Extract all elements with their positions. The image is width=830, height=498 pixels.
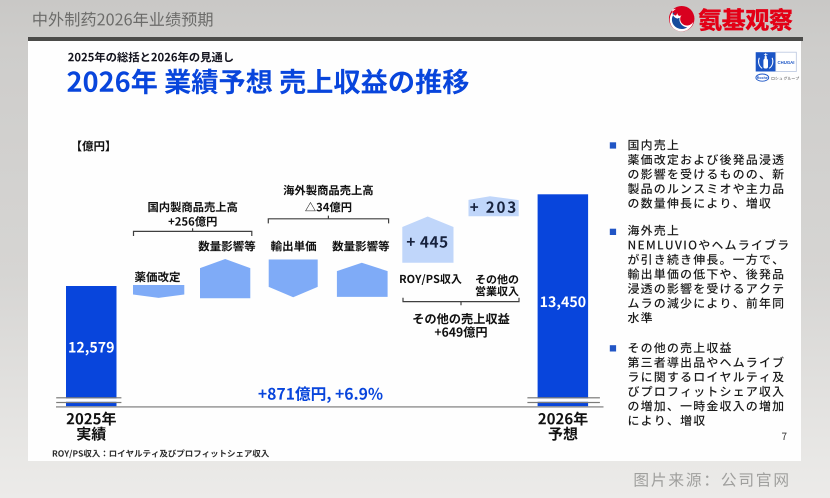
- svg-text:Roche: Roche: [757, 76, 768, 80]
- svg-text:CHUGAI: CHUGAI: [778, 60, 795, 65]
